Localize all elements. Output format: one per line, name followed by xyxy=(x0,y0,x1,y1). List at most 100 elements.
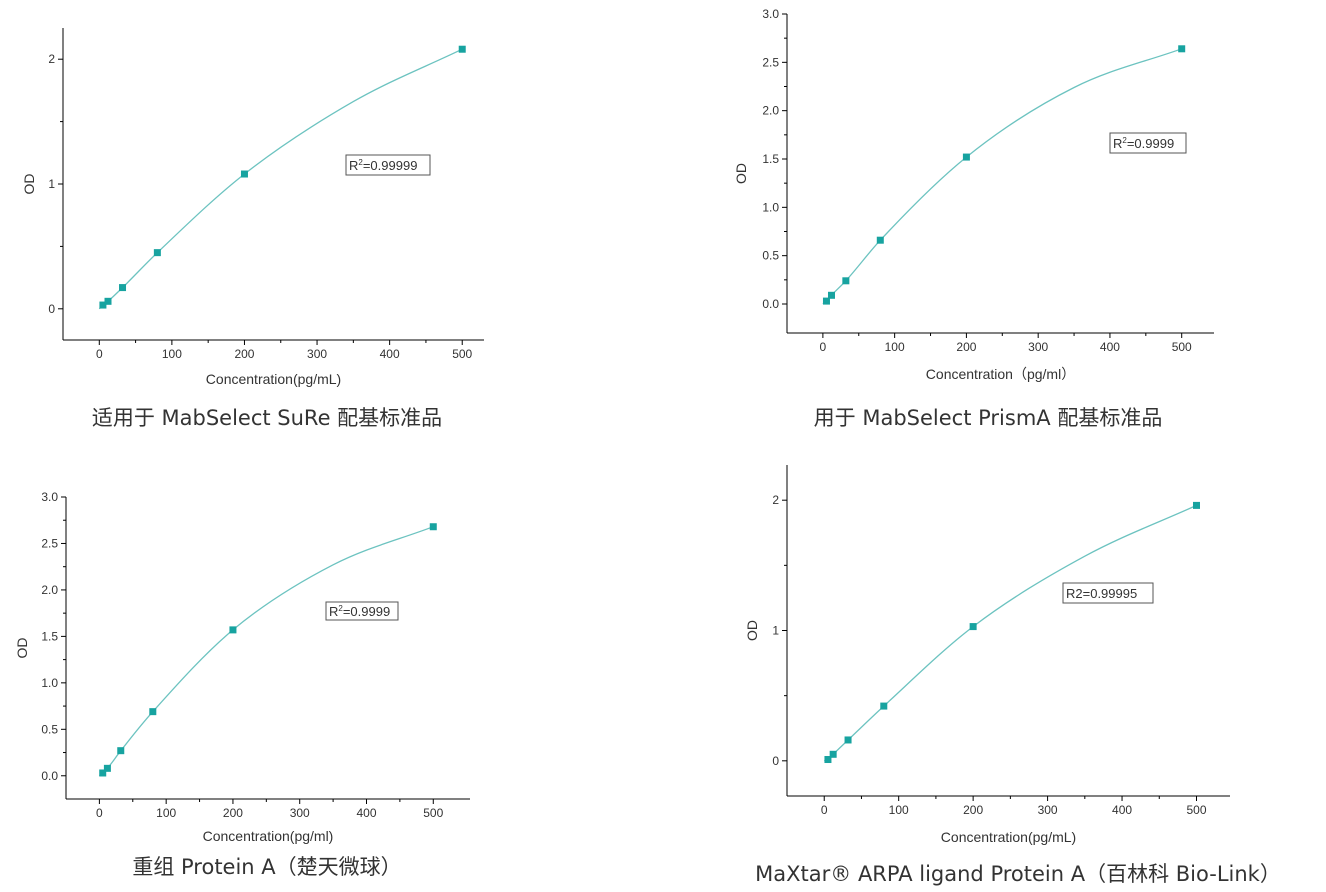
data-point xyxy=(842,277,850,285)
x-tick-label: 400 xyxy=(1100,340,1120,354)
chart-panel-prisma: 0 100 200 300 400 500 0.0 0.5 1.0 1.5 2.0 2.5 3.0 Con… xyxy=(663,0,1326,446)
y-tick-label: 3.0 xyxy=(762,7,779,21)
x-tick-label: 200 xyxy=(223,806,243,820)
r-squared-box xyxy=(345,154,431,176)
x-tick-label: 400 xyxy=(380,347,400,361)
chart-panel-sure: 0 100 200 300 400 500 0 1 2 Concentration(pg/mL) O… xyxy=(0,0,660,446)
r-squared-box xyxy=(325,601,399,621)
y-axis-label: OD xyxy=(14,638,30,659)
data-point xyxy=(1178,45,1186,53)
y-tick-label: 0.5 xyxy=(41,722,58,736)
x-tick-label: 100 xyxy=(162,347,182,361)
data-point xyxy=(104,297,112,305)
chart-caption: 适用于 MabSelect SuRe 配基标准品 xyxy=(91,406,443,430)
x-tick-label: 0 xyxy=(820,340,827,354)
r-squared-label: R2=0.9999 xyxy=(329,604,390,619)
chart-svg: 0 100 200 300 400 500 0.0 0.5 1.0 1.5 2.0 2.5 3.0 Con… xyxy=(14,490,470,844)
fit-curve xyxy=(824,504,1197,762)
x-tick-label: 400 xyxy=(356,806,376,820)
x-tick-label: 200 xyxy=(234,347,254,361)
y-tick-label: 1.0 xyxy=(762,200,779,214)
y-tick-label: 3.0 xyxy=(41,490,58,504)
data-point xyxy=(876,236,884,244)
data-point xyxy=(119,284,127,292)
y-tick-label: 2.0 xyxy=(762,104,779,118)
chart-caption: MaXtar® ARPA ligand Protein A（百林科 Bio-Li… xyxy=(755,862,1281,886)
data-point xyxy=(827,291,835,299)
data-point xyxy=(458,45,466,53)
y-axis-label: OD xyxy=(21,174,37,195)
data-point xyxy=(844,736,852,744)
x-tick-label: 500 xyxy=(1186,803,1206,817)
data-point xyxy=(822,297,830,305)
y-tick-label: 2.5 xyxy=(762,55,779,69)
y-tick-label: 1.5 xyxy=(41,629,58,643)
x-tick-label: 0 xyxy=(96,806,103,820)
x-axis-label: Concentration(pg/mL) xyxy=(206,371,341,387)
y-tick-label: 0 xyxy=(48,302,55,316)
y-tick-label: 0.5 xyxy=(762,249,779,263)
data-point xyxy=(429,523,437,531)
x-tick-label: 500 xyxy=(423,806,443,820)
x-tick-label: 300 xyxy=(1038,803,1058,817)
fit-curve xyxy=(822,48,1182,305)
y-tick-label: 0.0 xyxy=(41,769,58,783)
x-tick-label: 300 xyxy=(290,806,310,820)
y-tick-label: 0 xyxy=(772,754,779,768)
data-point xyxy=(829,750,837,758)
y-axis-label: OD xyxy=(733,163,749,184)
y-tick-label: 1 xyxy=(772,624,779,638)
r-squared-box xyxy=(1062,582,1154,604)
fit-curve xyxy=(98,526,434,777)
x-tick-label: 500 xyxy=(452,347,472,361)
chart-svg: 0 100 200 300 400 500 0.0 0.5 1.0 1.5 2.0 2.5 3.0 Con… xyxy=(733,7,1214,382)
x-axis-label: Concentration（pg/ml） xyxy=(926,366,1075,382)
data-point xyxy=(1192,501,1200,509)
x-tick-label: 100 xyxy=(889,803,909,817)
x-tick-label: 0 xyxy=(96,347,103,361)
data-point xyxy=(229,626,237,634)
x-tick-label: 100 xyxy=(885,340,905,354)
y-tick-label: 2 xyxy=(48,52,55,66)
y-tick-label: 0.0 xyxy=(762,297,779,311)
chart-svg: 0 100 200 300 400 500 0 1 2 Concentration(pg/mL) O… xyxy=(744,465,1230,845)
data-point xyxy=(969,623,977,631)
data-point xyxy=(99,769,107,777)
x-tick-label: 500 xyxy=(1172,340,1192,354)
x-tick-label: 300 xyxy=(1028,340,1048,354)
y-tick-label: 1.5 xyxy=(762,152,779,166)
data-point xyxy=(117,747,125,755)
x-axis-label: Concentration(pg/mL) xyxy=(941,829,1076,845)
r-squared-label: R2=0.9999 xyxy=(1113,136,1174,151)
x-axis-label: Concentration(pg/ml) xyxy=(203,828,334,844)
y-axis-label: OD xyxy=(744,620,760,641)
x-tick-label: 200 xyxy=(956,340,976,354)
x-tick-label: 0 xyxy=(821,803,828,817)
data-point xyxy=(880,702,888,710)
chart-panel-recombinant: 0 100 200 300 400 500 0.0 0.5 1.0 1.5 2.0 2.5 3.0 Con… xyxy=(0,446,660,892)
r-squared-label: R2=0.99995 xyxy=(1066,586,1137,601)
r-squared-label: R2=0.99999 xyxy=(349,158,417,173)
data-point xyxy=(149,708,157,716)
data-point xyxy=(962,153,970,161)
fit-curve xyxy=(98,48,463,310)
chart-caption: 用于 MabSelect PrismA 配基标准品 xyxy=(813,406,1163,430)
chart-panel-maxtar: 0 100 200 300 400 500 0 1 2 Concentration(pg/mL) O… xyxy=(663,446,1326,892)
y-tick-label: 1 xyxy=(48,177,55,191)
chart-caption: 重组 Protein A（楚天微球） xyxy=(132,855,402,879)
y-tick-label: 1.0 xyxy=(41,676,58,690)
x-tick-label: 400 xyxy=(1112,803,1132,817)
data-point xyxy=(103,764,111,772)
y-tick-label: 2 xyxy=(772,493,779,507)
y-tick-label: 2.0 xyxy=(41,583,58,597)
r-squared-box xyxy=(1109,132,1187,154)
chart-svg: 0 100 200 300 400 500 0 1 2 Concentration(pg/mL) O… xyxy=(21,28,484,387)
data-point xyxy=(153,249,161,257)
data-point xyxy=(824,756,832,764)
y-tick-label: 2.5 xyxy=(41,536,58,550)
data-point xyxy=(99,301,107,309)
data-point xyxy=(240,170,248,178)
x-tick-label: 200 xyxy=(963,803,983,817)
x-tick-label: 300 xyxy=(307,347,327,361)
x-tick-label: 100 xyxy=(156,806,176,820)
